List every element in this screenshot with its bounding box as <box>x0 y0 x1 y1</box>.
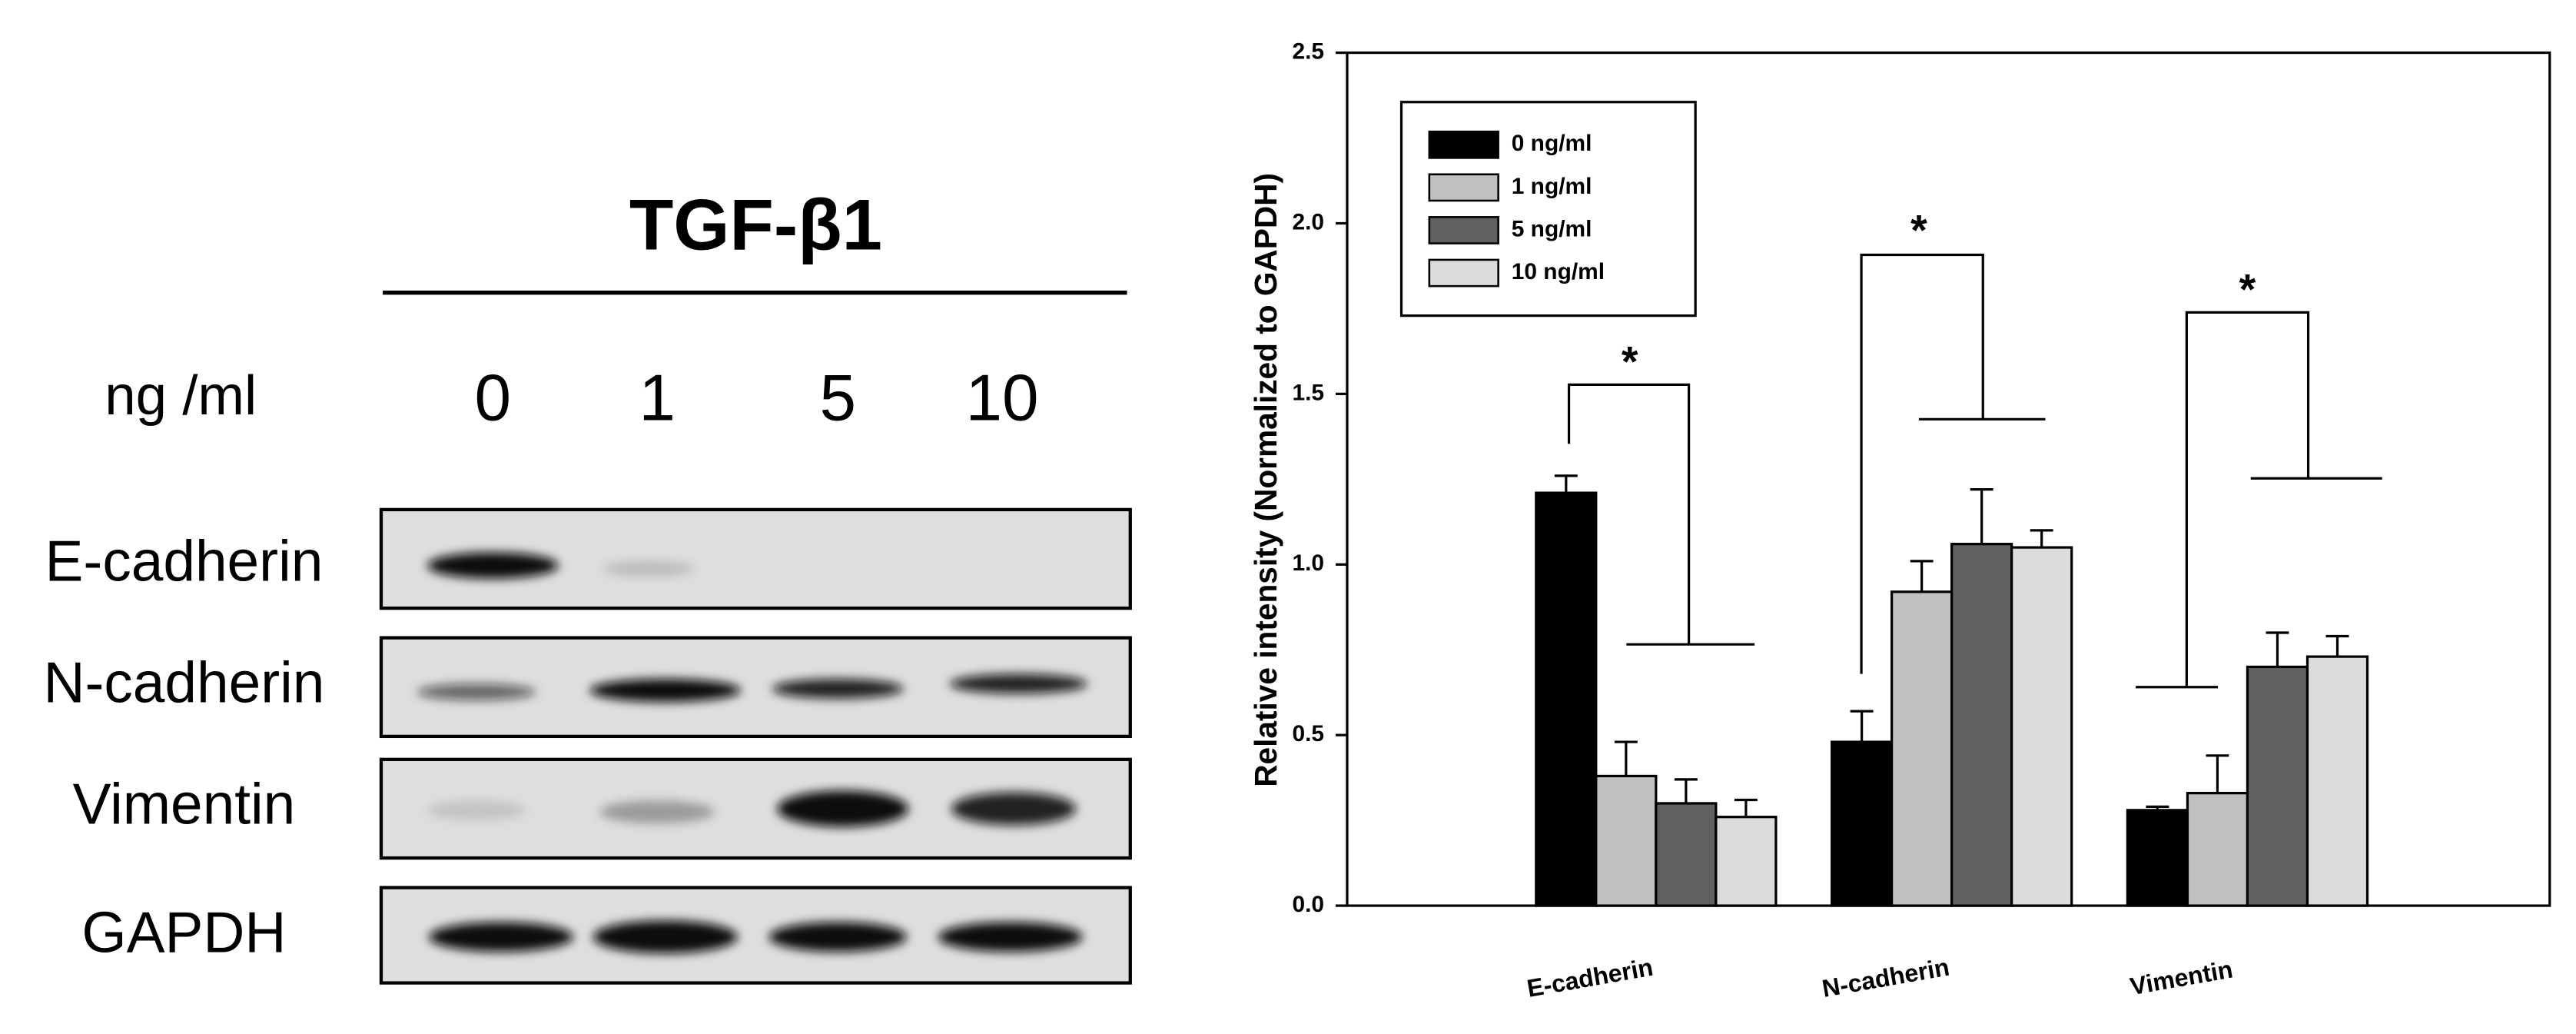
brackets <box>1567 253 2382 689</box>
y-tick-label: 1.5 <box>1292 380 1324 405</box>
legend-label: 1 ng/ml <box>1512 174 1592 199</box>
x-tick-label: Vimentin <box>2128 955 2235 1000</box>
bar <box>2186 792 2249 907</box>
bar <box>1535 491 1598 907</box>
legend-swatch <box>1428 258 1499 288</box>
bar <box>2305 655 2369 907</box>
lane-label: 10 <box>965 362 1038 435</box>
band <box>949 673 1088 694</box>
band <box>951 792 1077 826</box>
bar <box>1715 816 1778 907</box>
band <box>603 560 695 577</box>
blot-strip <box>379 507 1132 610</box>
bracket <box>2185 311 2310 687</box>
lane-label: 1 <box>639 362 676 435</box>
unit-label: ng /ml <box>105 364 257 427</box>
band <box>593 920 738 954</box>
bracket <box>1860 253 1984 674</box>
significance-mark: * <box>1622 337 1638 385</box>
legend-label: 10 ng/ml <box>1512 259 1605 284</box>
bar <box>2126 809 2189 907</box>
blot-strips <box>379 507 1132 985</box>
y-tick-label: 1.0 <box>1292 550 1324 576</box>
band <box>768 922 908 952</box>
blot-title: TGF-β1 <box>629 184 882 264</box>
bar <box>2246 665 2309 907</box>
legend-label: 0 ng/ml <box>1512 131 1592 156</box>
row-label: Vimentin <box>73 772 296 836</box>
band <box>599 800 715 824</box>
bracket <box>1567 383 1691 645</box>
y-axis-title: Relative intensity (Normalized to GAPDH) <box>1248 173 1283 787</box>
x-tick-label: N-cadherin <box>1820 953 1951 1003</box>
band <box>938 922 1083 952</box>
bar <box>1655 802 1718 907</box>
legend-label: 5 ng/ml <box>1512 216 1592 241</box>
band <box>777 790 909 827</box>
band <box>772 679 904 699</box>
row-label: N-cadherin <box>43 650 324 715</box>
bar <box>2010 546 2073 907</box>
legend-swatch <box>1428 173 1499 202</box>
legend-swatch <box>1428 216 1499 244</box>
band <box>427 552 559 579</box>
bar <box>1595 774 1658 907</box>
band <box>427 800 526 820</box>
significance-mark: * <box>2239 265 2256 313</box>
lane-label: 0 <box>475 362 512 435</box>
band <box>589 679 742 702</box>
y-tick-label: 0.0 <box>1292 892 1324 917</box>
band <box>417 683 536 700</box>
y-tick-label: 0.5 <box>1292 721 1324 746</box>
y-tick-label: 2.0 <box>1292 209 1324 234</box>
bar <box>1950 543 2013 907</box>
bands <box>417 552 1088 954</box>
row-label: E-cadherin <box>45 528 324 593</box>
band <box>428 922 574 952</box>
row-label: GAPDH <box>81 899 286 964</box>
bar <box>1891 590 1954 907</box>
legend-swatch <box>1428 130 1499 159</box>
lane-label: 5 <box>819 362 856 435</box>
bar <box>1830 740 1894 907</box>
y-tick-label: 2.5 <box>1292 38 1324 64</box>
x-tick-label: E-cadherin <box>1525 953 1655 1002</box>
significance-mark: * <box>1910 206 1927 254</box>
